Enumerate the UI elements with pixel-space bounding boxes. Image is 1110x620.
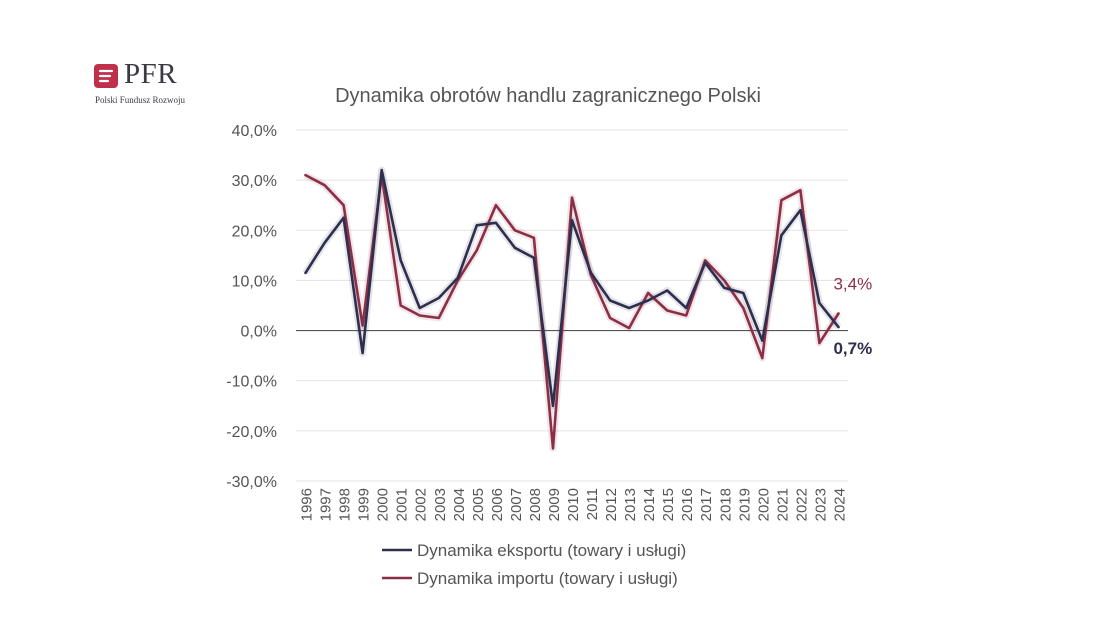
x-tick-label: 1998 — [337, 488, 354, 521]
x-tick-label: 2016 — [679, 488, 696, 521]
import-end-value-label: 3,4% — [833, 275, 872, 294]
x-tick-label: 2010 — [565, 488, 582, 521]
pfr-logo: PFR Polski Fundusz Rozwoju — [94, 58, 214, 110]
legend-label: Dynamika eksportu (towary i usługi) — [417, 541, 686, 560]
legend-label: Dynamika importu (towary i usługi) — [417, 569, 678, 588]
y-tick-label: -10,0% — [226, 374, 277, 391]
y-tick-label: 0,0% — [241, 324, 277, 341]
pfr-logo-mark-icon — [94, 64, 118, 88]
x-tick-label: 2014 — [641, 488, 658, 521]
x-tick-label: 2005 — [470, 488, 487, 521]
x-tick-label: 2000 — [375, 488, 392, 521]
x-tick-label: 2011 — [584, 488, 601, 520]
logo-subtitle: Polski Fundusz Rozwoju — [95, 95, 186, 105]
x-tick-label: 2007 — [508, 488, 525, 521]
logo-name: PFR — [124, 58, 178, 90]
x-tick-label: 2002 — [413, 488, 430, 521]
x-tick-label: 2021 — [774, 488, 791, 521]
x-tick-label: 2017 — [698, 488, 715, 521]
x-tick-label: 2015 — [660, 488, 677, 521]
x-tick-label: 1999 — [356, 488, 373, 521]
x-tick-label: 2008 — [527, 488, 544, 521]
x-tick-label: 2004 — [451, 488, 468, 521]
y-tick-label: 10,0% — [232, 273, 277, 290]
x-tick-label: 2023 — [812, 488, 829, 521]
series-line-glow — [303, 171, 842, 452]
x-tick-label: 2018 — [717, 488, 734, 521]
import-series-line — [304, 173, 840, 450]
chart-title: Dynamika obrotów handlu zagranicznego Po… — [335, 85, 761, 107]
x-tick-label: 1996 — [299, 488, 316, 521]
x-tick-label: 1997 — [318, 488, 335, 521]
y-tick-label: 30,0% — [232, 173, 277, 190]
x-tick-label: 2012 — [603, 488, 620, 521]
x-tick-label: 2006 — [489, 488, 506, 521]
x-tick-label: 2019 — [736, 488, 753, 521]
y-tick-label: -20,0% — [226, 424, 277, 441]
y-tick-label: 40,0% — [232, 123, 277, 140]
export-series-line — [304, 168, 840, 408]
x-tick-label: 2022 — [793, 488, 810, 521]
export-end-value-label: 0,7% — [833, 339, 872, 358]
x-tick-label: 2020 — [755, 488, 772, 521]
x-tick-label: 2013 — [622, 488, 639, 521]
x-tick-label: 2024 — [831, 488, 848, 521]
x-tick-label: 2009 — [546, 488, 563, 521]
x-tick-label: 2001 — [394, 488, 411, 521]
y-tick-label: 20,0% — [232, 223, 277, 240]
y-tick-label: -30,0% — [226, 474, 277, 491]
x-tick-label: 2003 — [432, 488, 449, 521]
